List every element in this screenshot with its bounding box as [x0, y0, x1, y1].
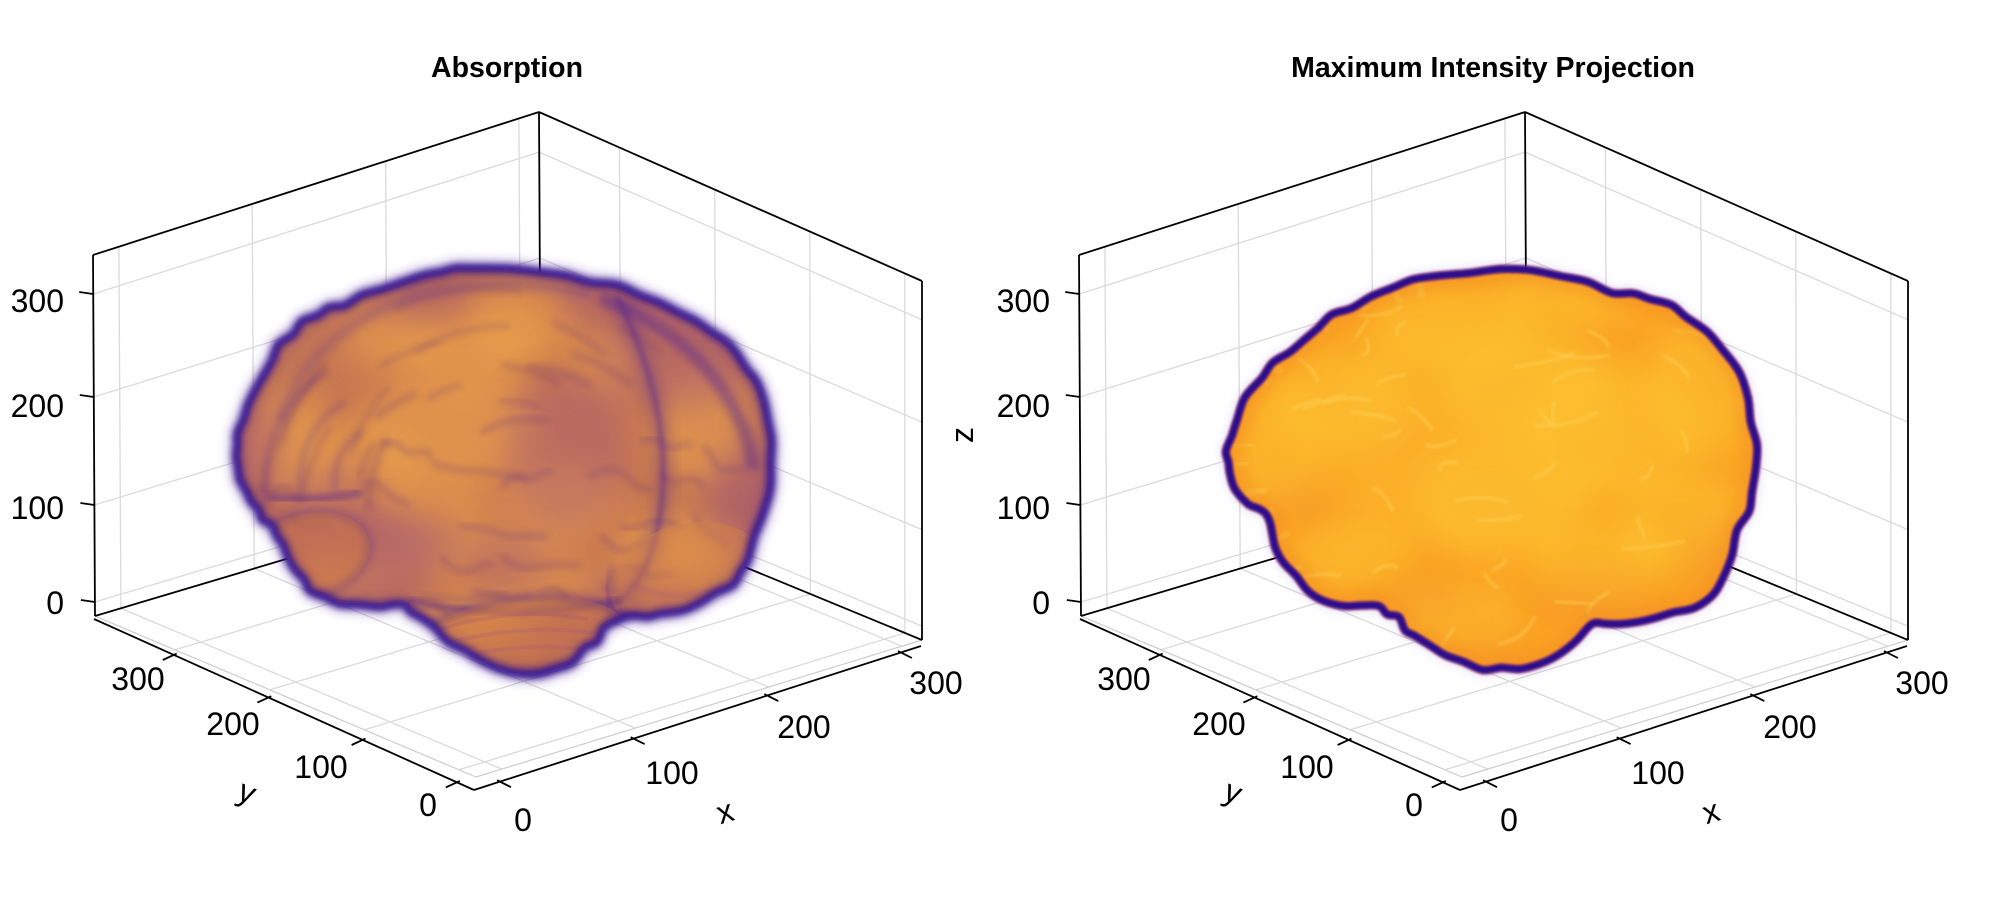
svg-text:0: 0 [514, 802, 532, 838]
svg-text:Maximum Intensity Projection: Maximum Intensity Projection [1291, 52, 1695, 84]
svg-text:300: 300 [997, 283, 1050, 319]
svg-text:200: 200 [777, 709, 830, 745]
svg-text:0: 0 [46, 585, 64, 621]
svg-text:200: 200 [1763, 709, 1816, 745]
svg-text:300: 300 [11, 283, 64, 319]
svg-text:200: 200 [206, 706, 259, 742]
svg-text:100: 100 [997, 490, 1050, 526]
svg-text:200: 200 [1192, 706, 1245, 742]
svg-text:0: 0 [419, 787, 437, 823]
svg-text:Absorption: Absorption [431, 52, 583, 84]
svg-text:200: 200 [997, 388, 1050, 424]
svg-text:100: 100 [1280, 749, 1333, 785]
svg-text:0: 0 [1032, 585, 1050, 621]
svg-text:300: 300 [909, 665, 962, 701]
svg-text:0: 0 [1405, 787, 1423, 823]
svg-text:300: 300 [1895, 665, 1948, 701]
svg-text:100: 100 [294, 749, 347, 785]
svg-text:100: 100 [645, 755, 698, 791]
svg-text:200: 200 [11, 388, 64, 424]
svg-text:300: 300 [1097, 661, 1150, 697]
svg-text:0: 0 [1500, 802, 1518, 838]
svg-text:300: 300 [111, 661, 164, 697]
svg-text:100: 100 [1631, 755, 1684, 791]
svg-text:100: 100 [11, 490, 64, 526]
svg-text:z: z [944, 427, 980, 443]
